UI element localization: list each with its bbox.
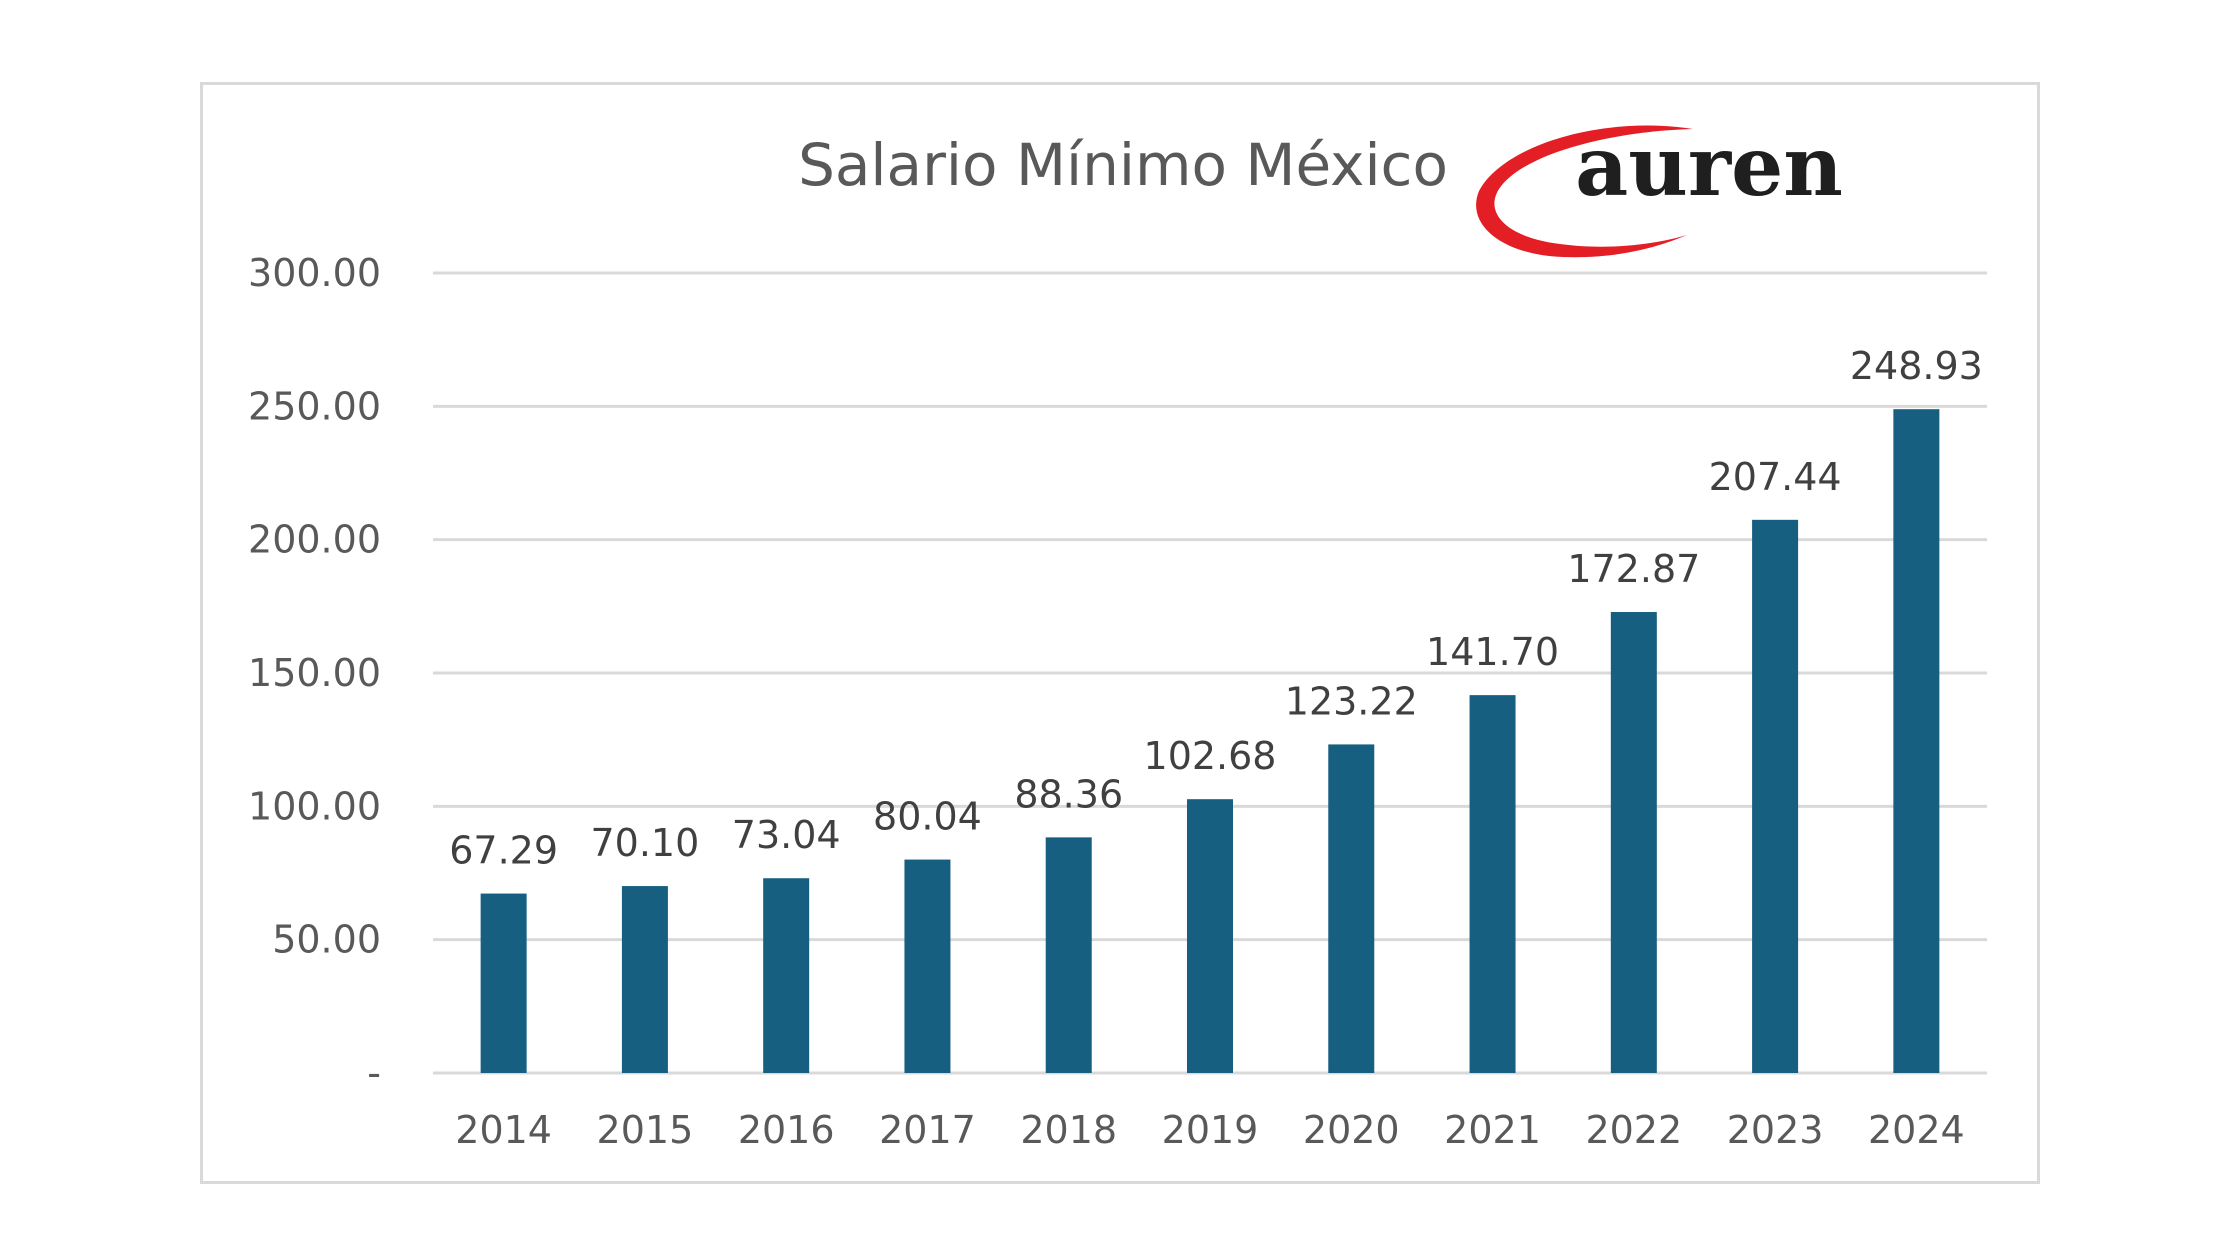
data-label: 141.70 (1426, 630, 1559, 674)
bars (480, 409, 1940, 1074)
data-label: 88.36 (1014, 772, 1123, 816)
x-tick-label: 2021 (1444, 1108, 1541, 1152)
bar (904, 859, 951, 1073)
bar (480, 893, 527, 1073)
bar (1752, 519, 1799, 1073)
auren-logo: auren (1476, 119, 1843, 258)
x-tick-label: 2019 (1162, 1108, 1259, 1152)
y-tick-label: 300.00 (248, 251, 381, 295)
bar (1610, 612, 1657, 1073)
y-tick-label: 150.00 (248, 651, 381, 695)
data-label: 67.29 (449, 829, 558, 873)
y-tick-label: - (367, 1051, 381, 1095)
y-tick-label: 200.00 (248, 518, 381, 562)
data-label: 70.10 (591, 821, 700, 865)
y-tick-label: 100.00 (248, 784, 381, 828)
data-label: 207.44 (1709, 455, 1842, 499)
x-tick-label: 2022 (1585, 1108, 1682, 1152)
x-tick-label: 2016 (738, 1108, 835, 1152)
x-tick-label: 2024 (1868, 1108, 1965, 1152)
x-tick-label: 2023 (1727, 1108, 1824, 1152)
bar (1328, 744, 1375, 1073)
logo-wordmark: auren (1575, 119, 1843, 215)
data-label: 73.04 (732, 813, 841, 857)
bar (1893, 409, 1940, 1074)
x-tick-label: 2015 (597, 1108, 694, 1152)
data-labels: 67.29 70.10 73.04 80.04 88.36 102.68123.22141… (449, 344, 1983, 872)
y-axis-ticks: - 50.00 100.00 150.00 200.00 250.00 300.00 (248, 251, 381, 1095)
data-label: 80.04 (873, 795, 982, 839)
x-tick-label: 2018 (1020, 1108, 1117, 1152)
bar (621, 886, 668, 1073)
bar (1469, 695, 1516, 1073)
x-axis-labels: 2014 2015 2016 2017 2018 2019 2020 2021 2022 2023… (455, 1108, 1964, 1152)
bar (763, 878, 810, 1073)
y-tick-label: 50.00 (272, 918, 381, 962)
x-tick-label: 2020 (1303, 1108, 1400, 1152)
data-label: 172.87 (1567, 547, 1700, 591)
chart-frame: Salario Mínimo México auren - 50.00 100.00… (200, 82, 2040, 1184)
chart-title: Salario Mínimo México (798, 131, 1448, 199)
y-tick-label: 250.00 (248, 384, 381, 428)
x-tick-label: 2017 (879, 1108, 976, 1152)
data-label: 102.68 (1144, 734, 1277, 778)
bar-chart: Salario Mínimo México auren - 50.00 100.00… (248, 119, 1987, 1152)
data-label: 123.22 (1285, 679, 1418, 723)
logo-swoosh (1476, 125, 1693, 258)
x-tick-label: 2014 (455, 1108, 552, 1152)
gridlines (433, 271, 1987, 1075)
bar (1045, 837, 1092, 1073)
data-label: 248.93 (1850, 344, 1983, 388)
bar (1187, 799, 1233, 1073)
